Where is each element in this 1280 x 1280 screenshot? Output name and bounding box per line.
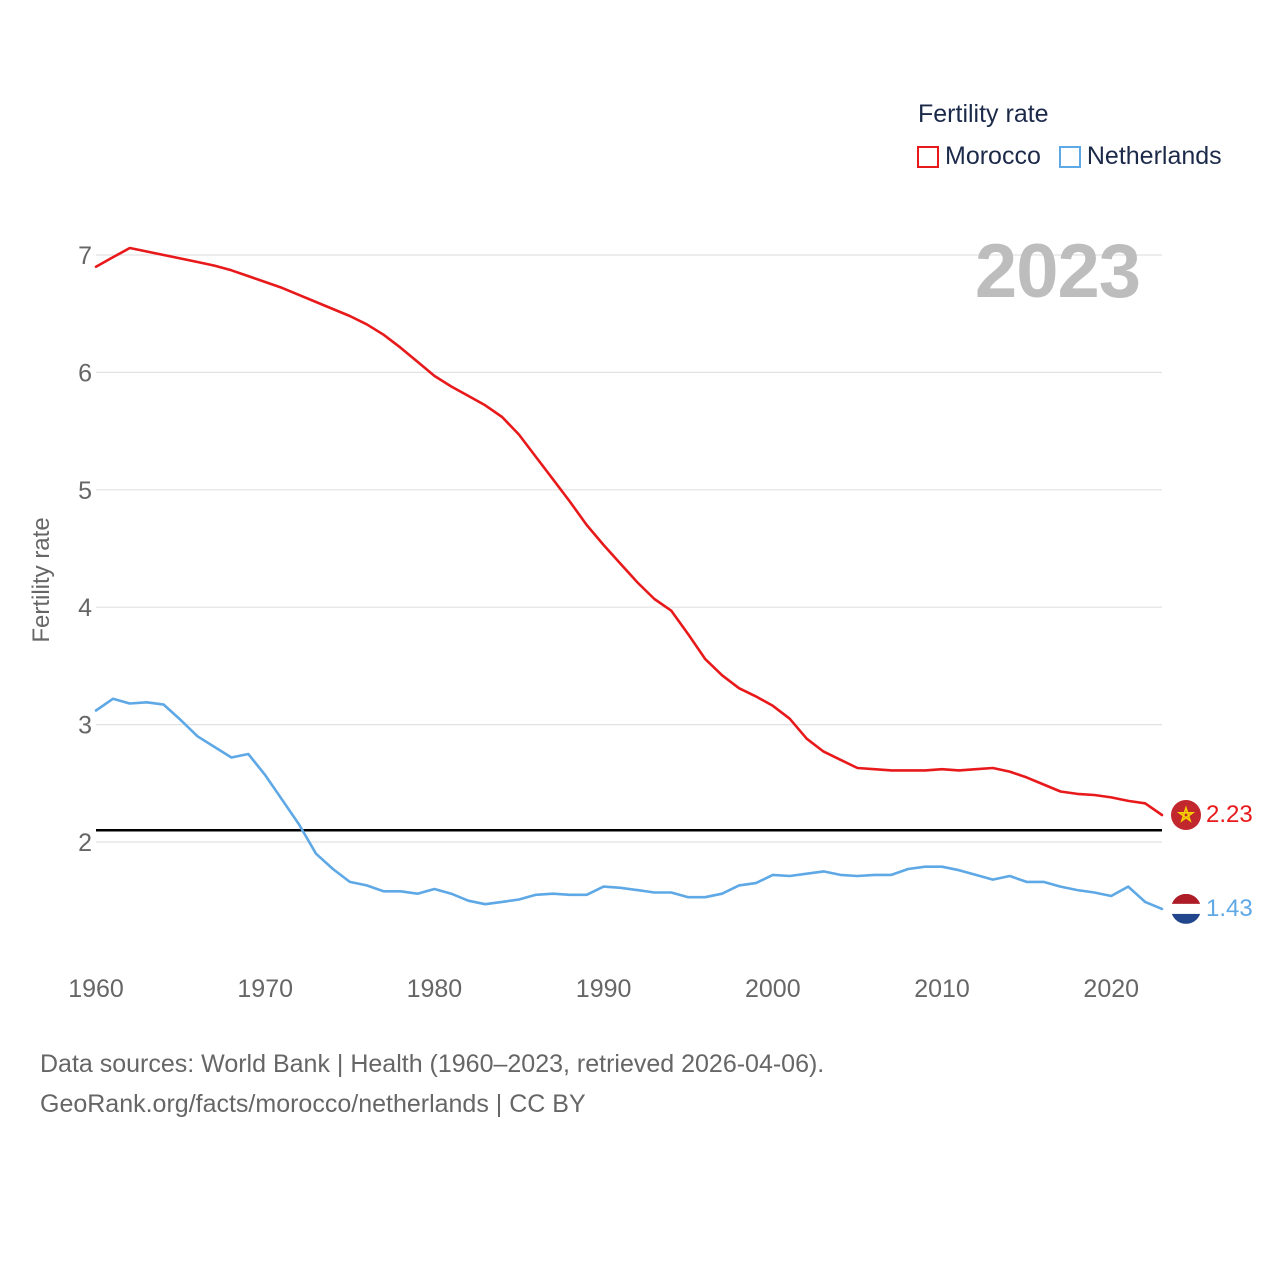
source-note: Data sources: World Bank | Health (1960–… [40, 1044, 824, 1124]
x-tick-label: 1970 [237, 975, 293, 1003]
end-flags [1171, 799, 1201, 924]
x-tick-label: 1990 [576, 975, 632, 1003]
netherlands-flag-icon [1171, 893, 1201, 924]
series-lines [94, 246, 1164, 911]
y-tick-label: 7 [78, 242, 92, 270]
morocco-flag-icon [1171, 799, 1201, 830]
y-tick-label: 6 [78, 359, 92, 387]
legend-item-morocco[interactable]: Morocco [917, 142, 1041, 171]
x-tick-label: 2010 [914, 975, 970, 1003]
source-line-2[interactable]: GeoRank.org/facts/morocco/netherlands | … [40, 1090, 586, 1118]
legend-title: Fertility rate [918, 100, 1049, 128]
y-tick-label: 3 [78, 712, 92, 740]
legend-swatch-morocco [917, 145, 939, 168]
legend-item-netherlands[interactable]: Netherlands [1058, 142, 1222, 171]
x-tick-label: 2020 [1083, 975, 1139, 1003]
y-tick-label: 5 [78, 477, 92, 505]
y-axis-ticks: 2 3 4 5 6 7 [78, 242, 92, 857]
year-watermark: 2023 [974, 229, 1141, 314]
legend-label-netherlands: Netherlands [1086, 142, 1222, 170]
source-line-1: Data sources: World Bank | Health (1960–… [40, 1050, 825, 1078]
y-axis-label: Fertility rate [28, 517, 55, 643]
y-tick-label: 2 [78, 829, 92, 857]
legend-swatch-netherlands [1058, 145, 1081, 168]
x-tick-label: 1980 [407, 975, 463, 1003]
y-tick-label: 4 [78, 594, 92, 622]
end-value-morocco: 2.23 [1206, 800, 1253, 828]
legend-label-morocco: Morocco [945, 142, 1041, 170]
end-value-netherlands: 1.43 [1206, 894, 1253, 922]
series-line-morocco [94, 246, 1164, 817]
x-tick-label: 2000 [745, 975, 801, 1003]
legend: Morocco Netherlands [917, 142, 1222, 171]
series-line-netherlands [94, 697, 1164, 911]
x-tick-label: 1960 [68, 975, 124, 1003]
x-axis-ticks: 1960 1970 1980 1990 2000 2010 2020 [68, 975, 1139, 1003]
gridlines [96, 254, 1162, 843]
